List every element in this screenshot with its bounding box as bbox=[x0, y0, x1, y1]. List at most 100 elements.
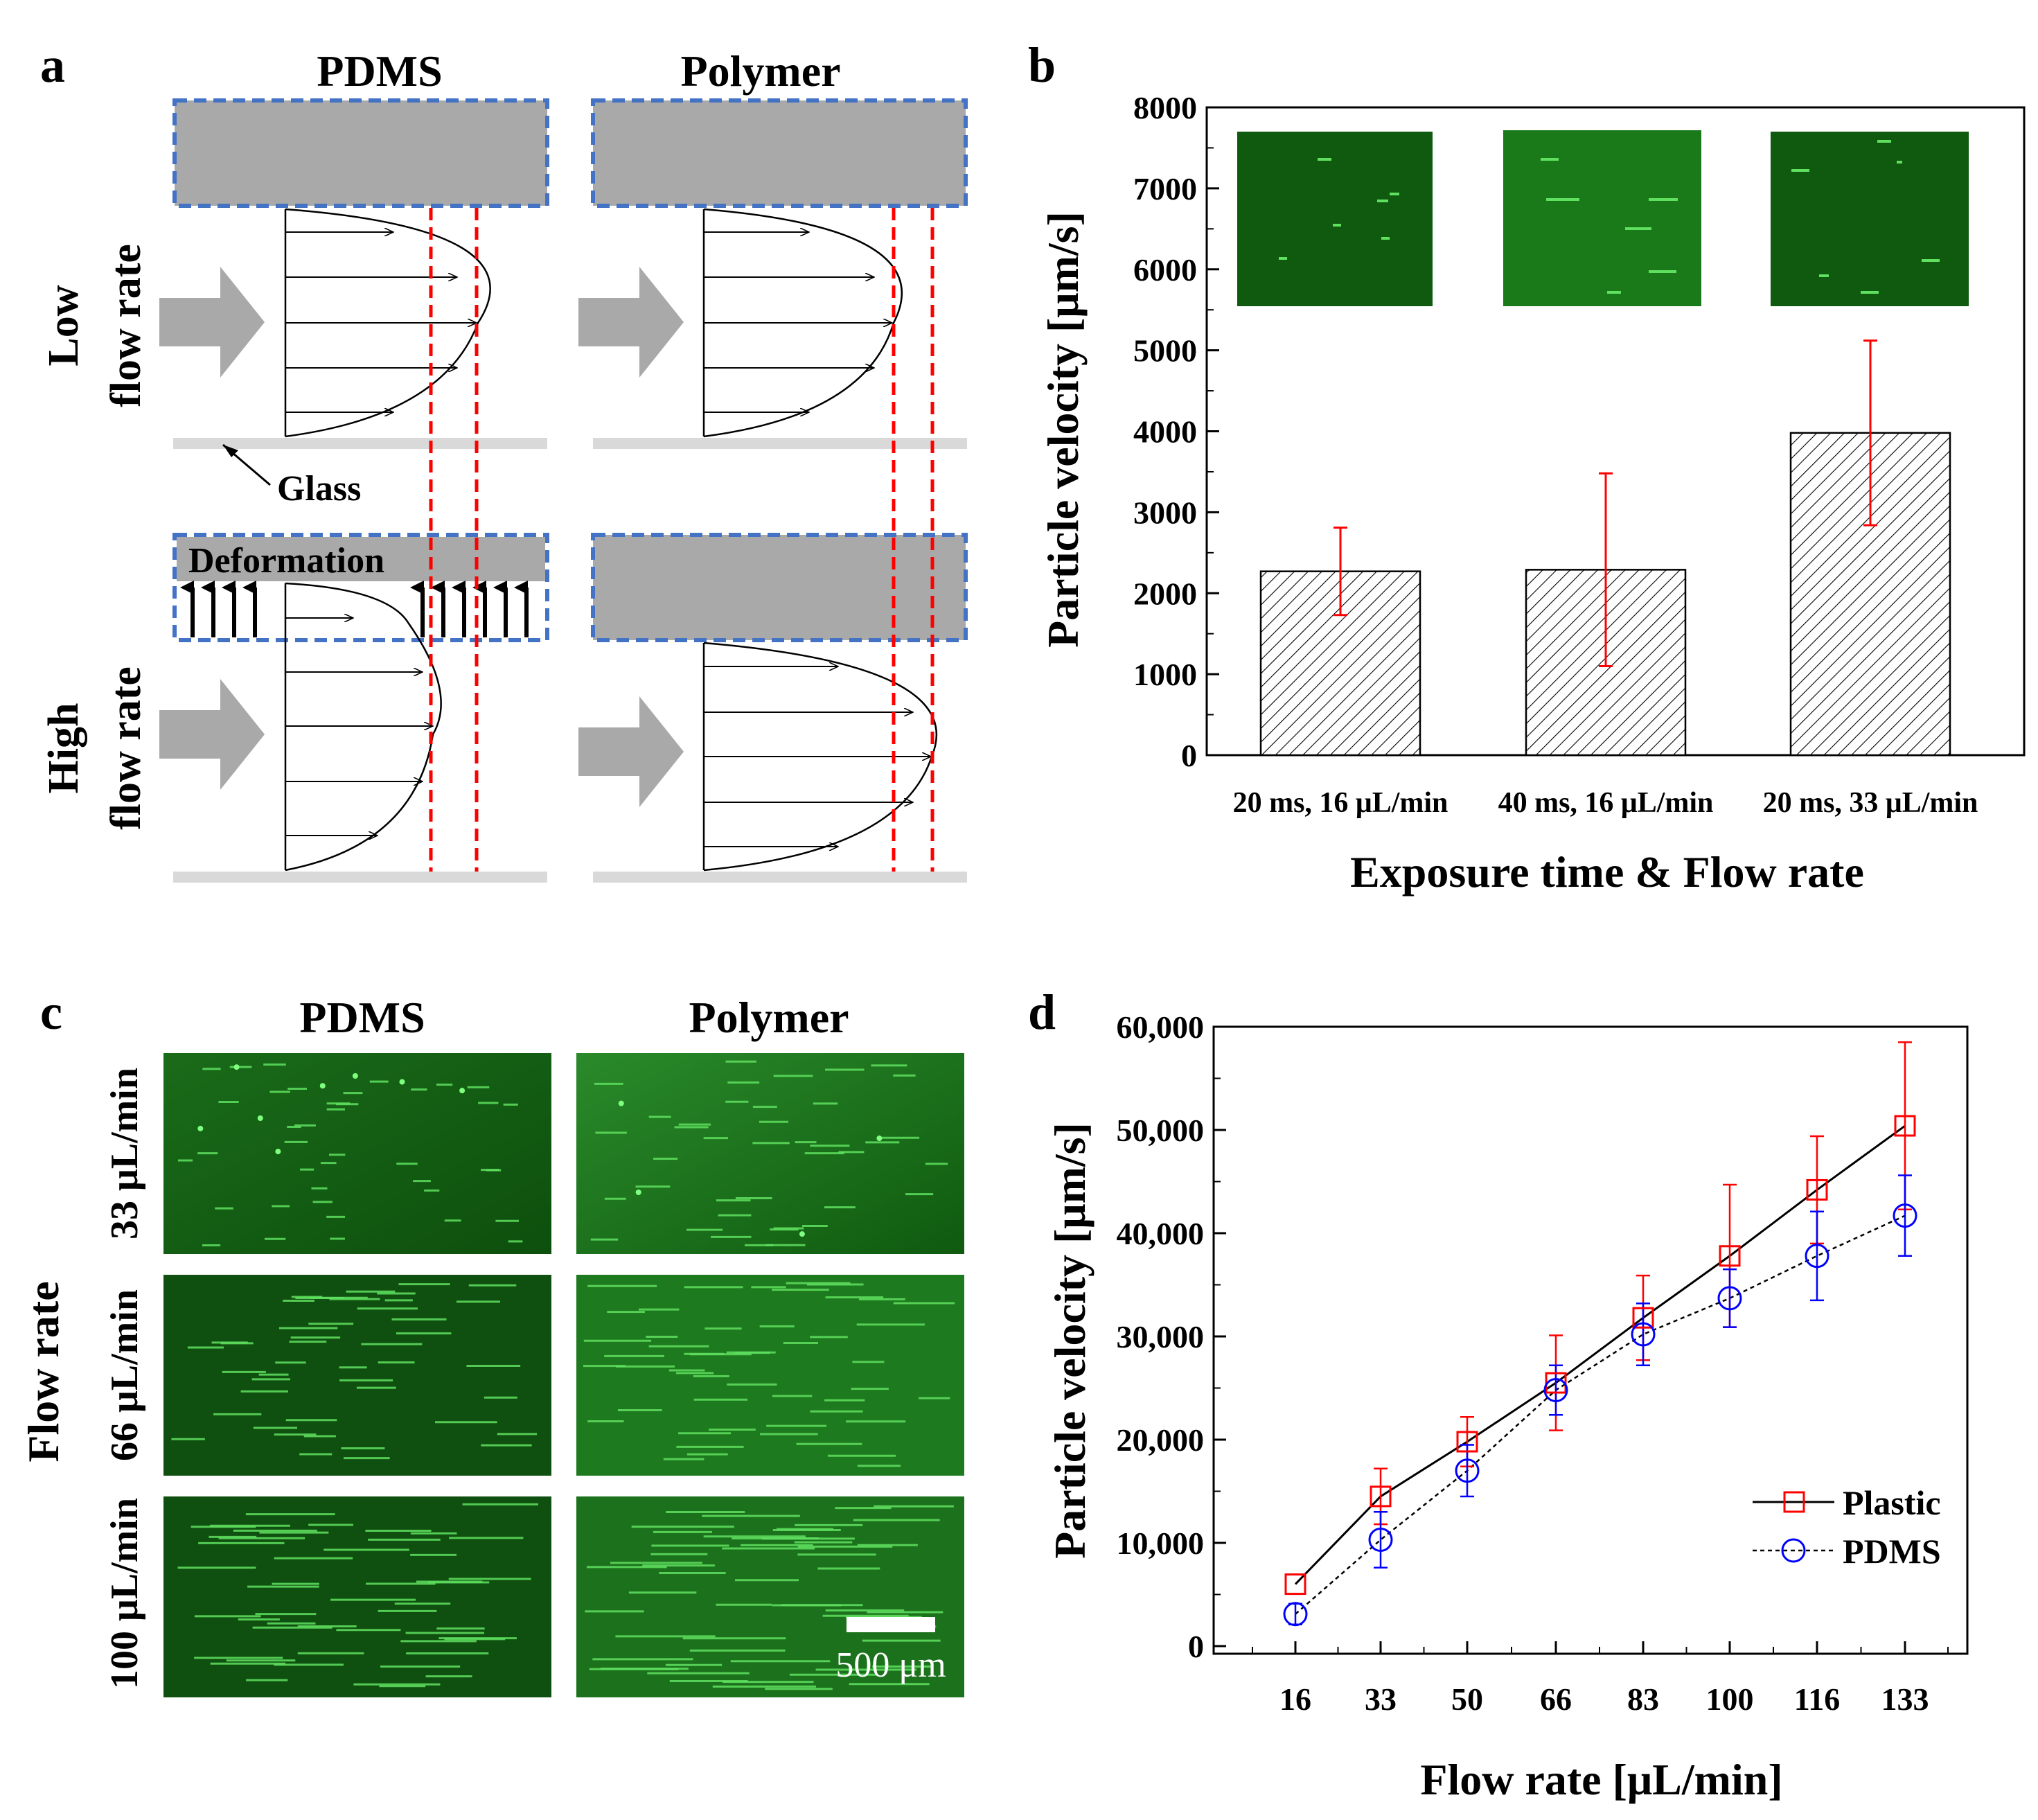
chart-b-category-label: 40 ms, 16 μL/min bbox=[1498, 787, 1714, 819]
flow-arrow-low-pdms bbox=[159, 267, 265, 378]
chart-d-point-plastic bbox=[1370, 1485, 1392, 1508]
row-low-label-1: Low bbox=[40, 285, 87, 366]
chart-b-ytick-label: 0 bbox=[1181, 738, 1197, 773]
row-high-label-2: flow rate bbox=[103, 666, 150, 830]
legend-plastic-marker bbox=[1783, 1491, 1805, 1513]
chart-d-ytick-label: 0 bbox=[1188, 1629, 1204, 1664]
chart-b-ytick-label: 6000 bbox=[1133, 252, 1197, 288]
chart-b-ytick-label: 8000 bbox=[1133, 90, 1197, 125]
chart-d-ytick-label: 10,000 bbox=[1117, 1526, 1205, 1561]
chart-b-ytick-label: 3000 bbox=[1133, 495, 1197, 530]
chart-d-xtick-label: 100 bbox=[1706, 1681, 1754, 1717]
chart-d-series-line-pdms bbox=[1295, 1214, 1906, 1615]
chart-b-ytick-label: 5000 bbox=[1133, 333, 1197, 369]
chart-d-ytick-label: 30,000 bbox=[1117, 1319, 1205, 1354]
legend-plastic-label: Plastic bbox=[1843, 1483, 1941, 1522]
profile-high-polymer bbox=[702, 642, 938, 872]
chart-d-point-plastic bbox=[1632, 1307, 1654, 1329]
chart-b-ylabel: Particle velocity [μm/s] bbox=[1038, 211, 1088, 648]
legend-pdms-marker bbox=[1781, 1538, 1806, 1563]
profile-low-polymer bbox=[702, 208, 903, 438]
row-label-100: 100 μL/min bbox=[103, 1498, 146, 1689]
micrograph-dot bbox=[876, 1136, 883, 1142]
panel-a-col-polymer: Polymer bbox=[681, 46, 841, 96]
legend-pdms-label: PDMS bbox=[1843, 1532, 1941, 1571]
micrograph-dot bbox=[257, 1115, 263, 1122]
panel-c: c PDMS Polymer Flow rate 33 μL/min 66 μL… bbox=[19, 984, 964, 1697]
chart-d-legend: Plastic PDMS bbox=[1753, 1483, 1941, 1571]
panel-d-letter: d bbox=[1028, 984, 1056, 1040]
panel-a-letter: a bbox=[40, 37, 65, 93]
profile-low-pdms bbox=[284, 208, 491, 438]
flow-arrow-low-polymer bbox=[578, 267, 684, 378]
row-low-label-2: flow rate bbox=[103, 244, 150, 407]
chart-d-ytick-label: 50,000 bbox=[1117, 1113, 1205, 1148]
glass-label: Glass bbox=[277, 469, 361, 509]
micrograph-dot bbox=[233, 1064, 240, 1070]
chart-b-category-label: 20 ms, 33 μL/min bbox=[1763, 787, 1978, 819]
micrograph-streaks bbox=[171, 1060, 955, 1690]
glass-line-low-polymer bbox=[593, 438, 967, 449]
chart-d-xtick-label: 133 bbox=[1881, 1681, 1929, 1717]
pdms-deformed-chamber-fill bbox=[177, 537, 545, 581]
chart-d-xtick-label: 83 bbox=[1627, 1681, 1659, 1717]
inset-40ms-16 bbox=[1503, 130, 1701, 306]
chart-b-ytick-label: 1000 bbox=[1133, 657, 1197, 692]
polymer-top-chamber bbox=[591, 98, 968, 208]
chart-d-xlabel: Flow rate [μL/min] bbox=[1420, 1755, 1782, 1804]
pdms-deformed-chamber-outline bbox=[172, 533, 549, 642]
micrograph-dot bbox=[352, 1073, 358, 1079]
chart-b-ytick-label: 7000 bbox=[1133, 171, 1197, 206]
chart-d-point-pdms bbox=[1893, 1203, 1917, 1228]
chart-d-point-plastic bbox=[1894, 1115, 1916, 1137]
polymer-high-chamber bbox=[591, 533, 968, 642]
row-high-label-1: High bbox=[40, 703, 87, 794]
glass-line-low-pdms bbox=[173, 438, 547, 449]
chart-b-insets bbox=[1237, 130, 1969, 306]
scale-bar bbox=[847, 1617, 935, 1632]
micrograph-dot bbox=[799, 1231, 805, 1237]
chart-d-ytick-label: 20,000 bbox=[1117, 1422, 1205, 1458]
pdms-top-chamber bbox=[172, 98, 549, 208]
panel-b-letter: b bbox=[1028, 37, 1056, 93]
chart-d-point-plastic bbox=[1719, 1245, 1741, 1267]
chart-d-point-plastic bbox=[1284, 1573, 1306, 1596]
micrograph-dot bbox=[275, 1149, 281, 1155]
glass-line-high-polymer bbox=[593, 872, 967, 883]
chart-d-point-plastic bbox=[1456, 1431, 1478, 1453]
deformation-arrows bbox=[180, 581, 529, 637]
micrograph-dot bbox=[399, 1079, 405, 1085]
chart-d-ytick-label: 60,000 bbox=[1117, 1009, 1205, 1045]
row-label-33: 33 μL/min bbox=[103, 1068, 146, 1239]
chart-d-xtick-label: 33 bbox=[1365, 1681, 1397, 1717]
chart-d-point-pdms bbox=[1631, 1322, 1656, 1347]
chart-d-point-plastic bbox=[1806, 1178, 1828, 1201]
inset-20ms-33 bbox=[1771, 132, 1969, 306]
chart-b-plot: 0 1000 2000 3000 4000 5000 6000 7000 8000 20 ms, … bbox=[1133, 90, 1978, 819]
deformation-label: Deformation bbox=[188, 541, 384, 581]
micrograph-dot bbox=[459, 1088, 466, 1094]
chart-d-xtick-label: 50 bbox=[1451, 1681, 1483, 1717]
scale-bar-label: 500 μm bbox=[835, 1645, 946, 1685]
panel-c-side-label: Flow rate bbox=[19, 1281, 68, 1462]
micrograph-dot bbox=[618, 1100, 624, 1106]
chart-b-category-label: 20 ms, 16 μL/min bbox=[1233, 787, 1448, 819]
panel-c-letter: c bbox=[40, 984, 62, 1040]
chart-d-xtick-label: 116 bbox=[1794, 1681, 1840, 1717]
chart-d-series-line-plastic bbox=[1294, 1124, 1906, 1585]
chart-d-point-pdms bbox=[1455, 1458, 1480, 1483]
chart-d-point-pdms bbox=[1717, 1286, 1742, 1311]
micrograph-pdms-33 bbox=[163, 1053, 551, 1254]
chart-d-xtick-label: 16 bbox=[1279, 1681, 1311, 1717]
inset-20ms-16 bbox=[1237, 132, 1433, 306]
chart-b-xlabel: Exposure time & Flow rate bbox=[1350, 847, 1864, 896]
chart-d-point-pdms bbox=[1368, 1528, 1393, 1553]
chart-b-ytick-label: 2000 bbox=[1133, 576, 1197, 611]
micrograph-dot bbox=[635, 1189, 641, 1195]
panel-a: a PDMS Polymer Low flow rate High flow r… bbox=[40, 37, 968, 883]
profile-high-pdms bbox=[284, 582, 442, 872]
chart-b-ytick-label: 4000 bbox=[1133, 414, 1197, 450]
chart-d-point-pdms bbox=[1283, 1602, 1308, 1627]
panel-a-col-pdms: PDMS bbox=[317, 46, 442, 96]
